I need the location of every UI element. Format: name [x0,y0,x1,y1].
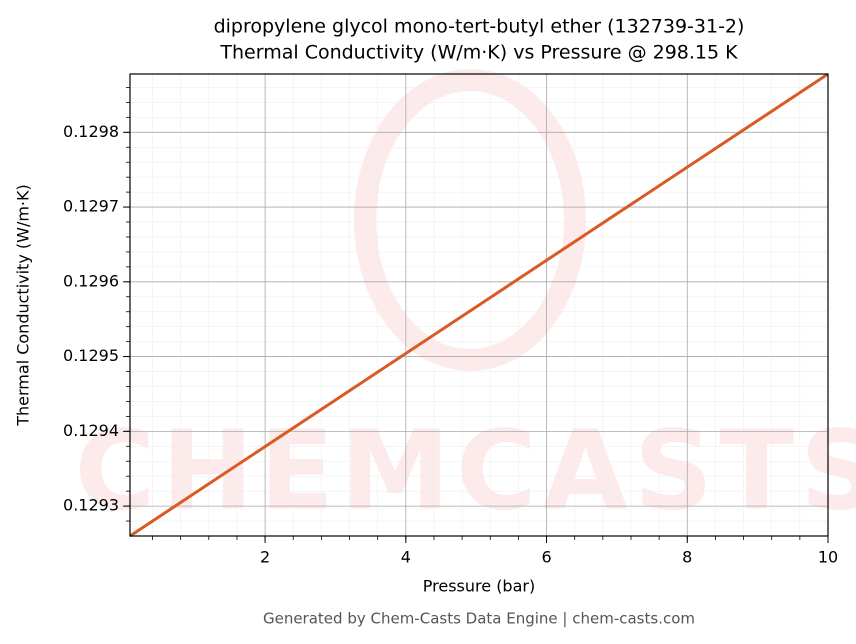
y-tick-label: 0.1294 [63,421,119,440]
watermark-text: CHEMCASTS [75,406,856,534]
y-tick-label: 0.1297 [63,197,119,216]
x-tick-label: 2 [260,548,270,567]
plot-frame [129,73,829,537]
x-tick-label: 10 [818,548,838,567]
x-tick-label: 6 [541,548,551,567]
y-tick-label: 0.1298 [63,122,119,141]
x-tick-label: 8 [682,548,692,567]
watermark: CHEMCASTS [75,69,856,534]
y-tick-label: 0.1295 [63,346,119,365]
watermark-logo [354,69,586,371]
chart-title: dipropylene glycol mono-tert-butyl ether… [214,16,745,38]
x-tick-label: 4 [401,548,411,567]
y-axis-label: Thermal Conductivity (W/m·K) [14,184,33,427]
y-tick-label: 0.1293 [63,496,119,515]
y-tick-label: 0.1296 [63,271,119,290]
data-line [129,72,829,538]
x-axis-label: Pressure (bar) [423,577,535,596]
chart-subtitle: Thermal Conductivity (W/m·K) vs Pressure… [219,42,738,64]
footer: Generated by Chem-Casts Data Engine | ch… [263,610,695,628]
